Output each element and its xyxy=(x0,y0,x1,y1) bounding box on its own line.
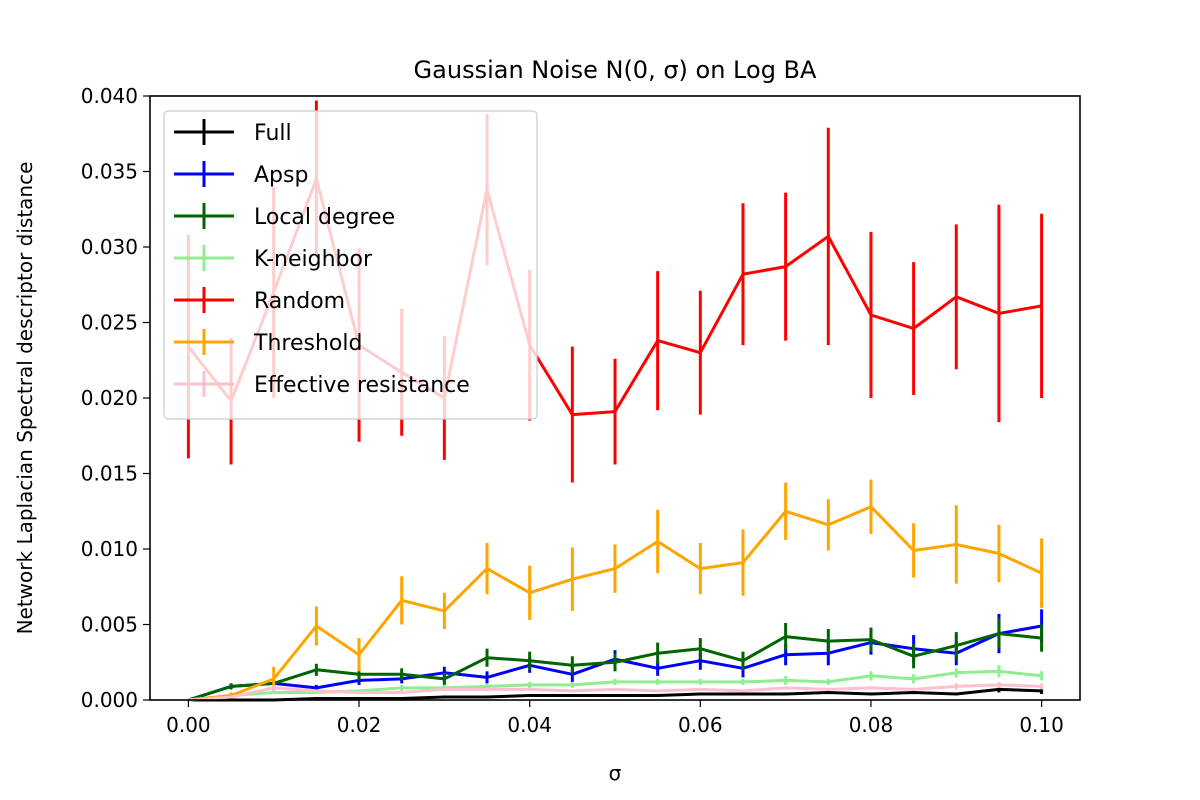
legend-label: Local degree xyxy=(254,205,395,230)
x-tick-label: 0.00 xyxy=(166,713,211,737)
legend-label: Full xyxy=(254,121,292,146)
axis-ticks: 0.00 0.02 0.04 0.06 0.08 0.10 0.000 0.005 0.010 0… xyxy=(81,84,1064,737)
y-tick-label: 0.015 xyxy=(81,462,138,486)
legend: Full Apsp Local degree K-neighbor Random Thre… xyxy=(163,110,538,420)
series-line xyxy=(188,505,1043,702)
legend-label: K-neighbor xyxy=(254,247,373,272)
y-axis-label: Network Laplacian Spectral descriptor di… xyxy=(13,162,37,635)
y-tick-label: 0.025 xyxy=(81,311,138,335)
y-tick-label: 0.010 xyxy=(81,537,138,561)
y-tick-label: 0.030 xyxy=(81,235,138,259)
series-effective-resistance xyxy=(188,681,1044,702)
x-tick-label: 0.10 xyxy=(1019,713,1064,737)
x-tick-label: 0.02 xyxy=(337,713,382,737)
legend-label: Threshold xyxy=(253,331,362,356)
y-tick-label: 0.020 xyxy=(81,386,138,410)
y-tick-label: 0.000 xyxy=(81,688,138,712)
legend-label: Apsp xyxy=(254,163,308,188)
y-tick-label: 0.035 xyxy=(81,160,138,184)
y-tick-label: 0.040 xyxy=(81,84,138,108)
legend-box xyxy=(163,110,538,420)
y-tick-label: 0.005 xyxy=(81,613,138,637)
series-line xyxy=(188,687,1042,702)
x-tick-label: 0.06 xyxy=(678,713,723,737)
series-line xyxy=(187,632,1042,702)
chart-title: Gaussian Noise N(0, σ) on Log BA xyxy=(414,56,817,84)
x-axis-label: σ xyxy=(609,761,622,785)
legend-label: Random xyxy=(254,289,345,314)
series-threshold xyxy=(188,479,1044,702)
legend-label: Effective resistance xyxy=(254,373,470,398)
x-tick-label: 0.08 xyxy=(849,713,894,737)
x-tick-label: 0.04 xyxy=(507,713,552,737)
series-line xyxy=(188,683,1042,702)
